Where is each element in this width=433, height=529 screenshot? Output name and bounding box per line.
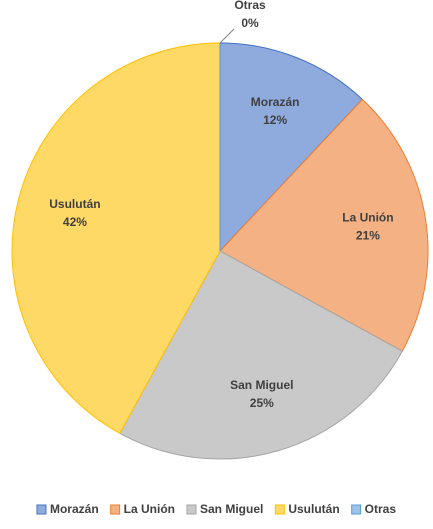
pie-slice <box>119 250 403 460</box>
pie-slice <box>11 42 221 434</box>
data-label: 0% <box>241 16 259 30</box>
pie-slice <box>219 42 364 253</box>
legend-swatch <box>351 504 362 515</box>
data-label: 25% <box>250 396 274 410</box>
data-label-name: Usulután <box>49 197 100 211</box>
legend-label: Usulután <box>288 502 339 516</box>
leader-line <box>219 28 235 44</box>
data-label-name: Otras <box>234 0 266 12</box>
legend-label: La Unión <box>124 502 175 516</box>
data-label: 12% <box>263 113 287 127</box>
legend-label: Otras <box>365 502 397 516</box>
data-label: 42% <box>63 215 87 229</box>
data-label: 21% <box>356 229 380 243</box>
data-label-name: La Unión <box>342 211 393 225</box>
legend-swatch <box>186 504 197 515</box>
legend-label: Morazán <box>50 502 99 516</box>
data-label-name: San Miguel <box>230 378 293 392</box>
legend-swatch <box>110 504 121 515</box>
pie-slice <box>219 98 429 352</box>
legend-swatch <box>274 504 285 515</box>
data-label-name: Morazán <box>251 95 300 109</box>
legend-swatch <box>36 504 47 515</box>
legend-label: San Miguel <box>200 502 263 516</box>
